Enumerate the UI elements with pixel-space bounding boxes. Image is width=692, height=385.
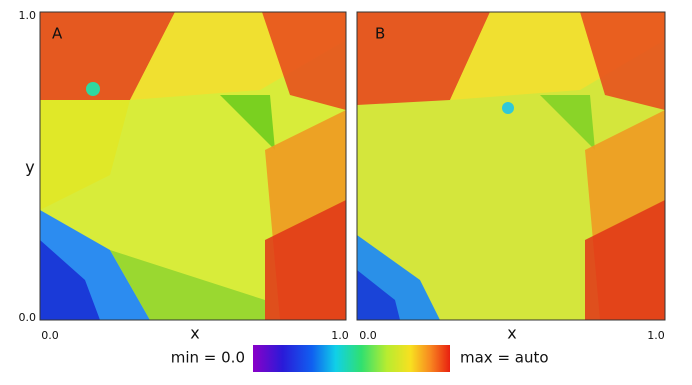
x-tick-label: 0.0 (41, 329, 59, 342)
x-tick-label: 1.0 (647, 329, 665, 342)
x-tick-label: 1.0 (331, 329, 349, 342)
colorbar-min-label: min = 0.0 (171, 349, 245, 367)
panel-label: A (52, 25, 63, 43)
panel-label: B (375, 25, 385, 43)
y-axis-label: y (25, 158, 34, 177)
panel-frame (356, 11, 666, 321)
y-tick-label: 0.0 (19, 311, 37, 324)
x-axis-label: x (507, 324, 516, 343)
panel-image (40, 12, 346, 320)
colorbar-max-label: max = auto (460, 349, 549, 367)
panel-frame (39, 11, 347, 321)
panel-image (357, 12, 665, 320)
y-tick-label: 1.0 (19, 9, 37, 22)
x-axis-label: x (190, 324, 199, 343)
x-tick-label: 0.0 (359, 329, 377, 342)
colorbar (253, 345, 450, 372)
